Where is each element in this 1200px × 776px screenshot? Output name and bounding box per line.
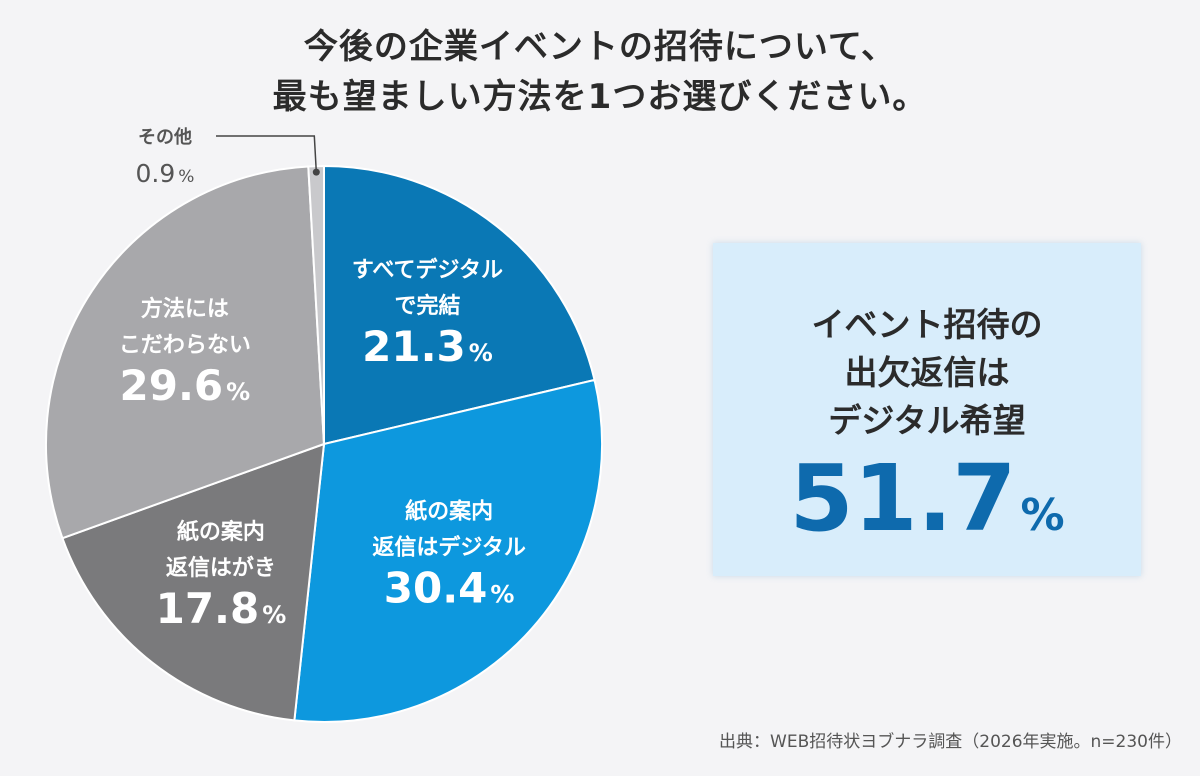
leader-line-other bbox=[216, 135, 318, 173]
pie-slice-1 bbox=[293, 378, 603, 723]
slice-label-2-1: 返信はがき bbox=[166, 555, 276, 581]
slice-value-2: 17.8% bbox=[156, 584, 287, 633]
slice-label-3-0: 方法には bbox=[141, 296, 229, 322]
highlight-value: 51.7% bbox=[713, 449, 1141, 566]
slice-label-3-1: こだわらない bbox=[119, 333, 251, 358]
highlight-line-3: デジタル希望 bbox=[828, 401, 1026, 440]
slice-label-1-0: 紙の案内 bbox=[405, 498, 493, 524]
highlight-text: イベント招待の 出欠返信は デジタル希望 bbox=[713, 301, 1141, 445]
highlight-line-2: 出欠返信は bbox=[844, 353, 1010, 392]
slice-value-1: 30.4% bbox=[384, 563, 515, 612]
slice-label-0-1: で完結 bbox=[394, 293, 460, 319]
leader-dot-other bbox=[312, 168, 320, 176]
pie-slice-2 bbox=[61, 442, 326, 722]
slice-label-2-0: 紙の案内 bbox=[177, 519, 265, 545]
highlight-unit: % bbox=[1020, 490, 1065, 541]
slice-label-0-0: すべてデジタル bbox=[352, 257, 503, 283]
source-note: 出典：WEB招待状ヨブナラ調査（2026年実施。n=230件） bbox=[719, 732, 1182, 752]
slice-value-other: 0.9% bbox=[136, 159, 195, 188]
highlight-line-1: イベント招待の bbox=[811, 305, 1043, 344]
chart-title-line-2: 最も望ましい方法を1つお選びください。 bbox=[272, 77, 928, 117]
chart-title-line-1: 今後の企業イベントの招待について、 bbox=[303, 27, 897, 67]
highlight-number: 51.7 bbox=[789, 445, 1017, 552]
pie-slice-3 bbox=[45, 165, 326, 540]
highlight-box: イベント招待の 出欠返信は デジタル希望 51.7% bbox=[713, 243, 1141, 576]
slice-label-1-1: 返信はデジタル bbox=[372, 534, 526, 560]
chart-title: 今後の企業イベントの招待について、 最も望ましい方法を1つお選びください。 bbox=[0, 22, 1200, 122]
slice-label-other: その他 bbox=[138, 126, 192, 148]
pie-slice-0 bbox=[323, 164, 596, 446]
slice-value-0: 21.3% bbox=[362, 322, 493, 371]
slice-value-3: 29.6% bbox=[120, 361, 251, 410]
